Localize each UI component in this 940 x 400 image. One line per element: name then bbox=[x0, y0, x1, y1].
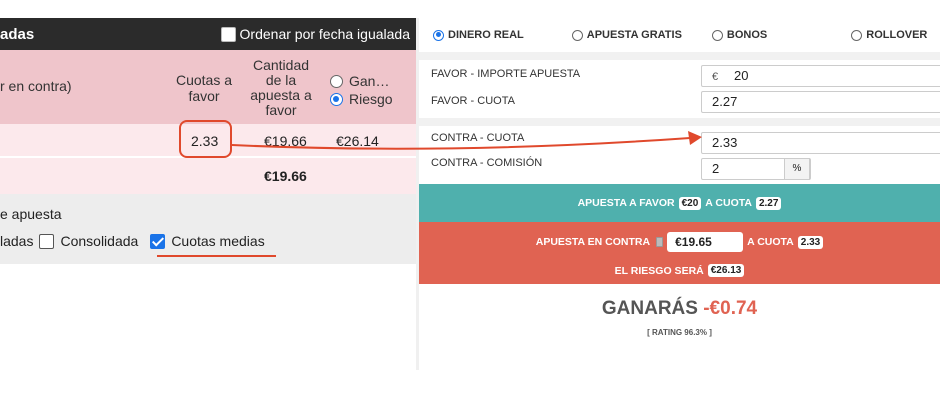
cuotas-medias-highlight bbox=[157, 255, 276, 257]
contra-comision-label: CONTRA - COMISIÓN bbox=[431, 157, 543, 169]
favor-importe-input[interactable]: €20 bbox=[701, 65, 940, 87]
consolidada-checkbox[interactable] bbox=[39, 233, 55, 249]
contra-summary-odds: 2.33 bbox=[797, 235, 824, 249]
favor-summary-amount: €20 bbox=[678, 196, 702, 210]
cuotas-medias-checkbox[interactable] bbox=[150, 233, 166, 249]
contra-cuota-value: 2.33 bbox=[712, 135, 738, 150]
contra-cuota-label: CONTRA - CUOTA bbox=[431, 132, 525, 144]
favor-cuota-label: FAVOR - CUOTA bbox=[431, 95, 515, 107]
mode-bonos-radio[interactable] bbox=[711, 29, 723, 41]
contra-summary-text: APUESTA EN CONTRA bbox=[535, 236, 651, 248]
sort-by-date-label: Ordenar por fecha igualada bbox=[239, 26, 410, 42]
sort-by-date-checkbox[interactable] bbox=[220, 26, 236, 42]
radio-riesgo[interactable] bbox=[330, 93, 343, 106]
result-label: GANARÁS bbox=[601, 298, 698, 319]
mode-apuesta-gratis-label: APUESTA GRATIS bbox=[586, 29, 682, 41]
favor-cuota-input[interactable]: 2.27 bbox=[701, 91, 940, 113]
percent-suffix: % bbox=[784, 158, 810, 180]
currency-prefix: € bbox=[712, 71, 719, 83]
contra-summary-bar: APUESTA EN CONTRA €19.65 A CUOTA 2.33 EL… bbox=[419, 222, 940, 284]
radio-riesgo-label: Riesgo bbox=[349, 91, 393, 107]
favor-summary-odds-text: A CUOTA bbox=[705, 197, 752, 209]
header-stake-line2: de la bbox=[265, 72, 297, 88]
total-stake: €19.66 bbox=[264, 168, 307, 184]
result-value: -€0.74 bbox=[703, 298, 758, 319]
cuotas-medias-label[interactable]: Cuotas medias bbox=[171, 233, 265, 249]
header-odds-line1: Cuotas a bbox=[175, 72, 233, 88]
risk-line: EL RIESGO SERÁ €26.13 bbox=[419, 264, 940, 277]
row-risk: €26.14 bbox=[336, 133, 379, 149]
footer-line1: e apuesta bbox=[0, 206, 62, 222]
footer-prefix: ladas bbox=[0, 233, 34, 249]
header-col-contra: r en contra) bbox=[0, 78, 72, 94]
radio-ganancia-label: Gan… bbox=[349, 73, 390, 89]
header-col-stake: Cantidad de la apuesta a favor bbox=[246, 58, 316, 118]
mode-dinero-real-label: DINERO REAL bbox=[448, 29, 524, 41]
mode-rollover-radio[interactable] bbox=[851, 29, 863, 41]
favor-summary-odds: 2.27 bbox=[755, 196, 782, 210]
rating-text: [ RATING 96.3% ] bbox=[647, 328, 712, 337]
mode-rollover[interactable]: ROLLOVER bbox=[851, 29, 927, 41]
risk-amount: €26.13 bbox=[707, 264, 745, 277]
mode-dinero-real[interactable]: DINERO REAL bbox=[433, 29, 524, 41]
favor-section: FAVOR - IMPORTE APUESTA €20 FAVOR - CUOT… bbox=[419, 60, 940, 118]
contra-section: CONTRA - CUOTA 2.33 CONTRA - COMISIÓN 2 … bbox=[419, 126, 940, 184]
mode-selector: DINERO REAL APUESTA GRATIS BONOS ROLLOVE… bbox=[419, 18, 940, 52]
header-col-odds: Cuotas a favor bbox=[164, 72, 244, 104]
odds-highlight-box bbox=[179, 120, 232, 158]
contra-summary-line: APUESTA EN CONTRA €19.65 A CUOTA 2.33 bbox=[419, 232, 940, 252]
table-total-row: €19.66 bbox=[0, 158, 416, 194]
favor-cuota-value: 2.27 bbox=[712, 94, 738, 109]
result-section: GANARÁS -€0.74 [ RATING 96.3% ] bbox=[419, 284, 940, 352]
mode-bonos[interactable]: BONOS bbox=[711, 29, 768, 41]
contra-comision-input[interactable]: 2 % bbox=[701, 158, 811, 180]
header-col-mode: Gan… Riesgo bbox=[330, 72, 393, 108]
left-header-bar: adas Ordenar por fecha igualada bbox=[0, 18, 416, 50]
header-stake-line1: Cantidad bbox=[252, 57, 310, 73]
footer-options: ladas Consolidada Cuotas medias bbox=[0, 233, 265, 249]
separator bbox=[419, 118, 940, 126]
copy-icon[interactable] bbox=[656, 237, 664, 247]
radio-riesgo-option[interactable]: Riesgo bbox=[330, 90, 393, 108]
table-header: r en contra) Cuotas a favor Cantidad de … bbox=[0, 50, 416, 124]
header-stake-line4: favor bbox=[265, 102, 297, 118]
mode-apuesta-gratis[interactable]: APUESTA GRATIS bbox=[571, 29, 682, 41]
result-line: GANARÁS -€0.74 bbox=[419, 298, 940, 320]
header-stake-line3: apuesta a bbox=[250, 87, 312, 103]
contra-comision-value: 2 bbox=[712, 161, 720, 176]
separator bbox=[419, 52, 940, 60]
favor-summary-bar: APUESTA A FAVOR €20 A CUOTA 2.27 bbox=[419, 184, 940, 222]
consolidada-label[interactable]: Consolidada bbox=[60, 233, 139, 249]
contra-summary-amount[interactable]: €19.65 bbox=[667, 232, 744, 252]
calculator-panel: DINERO REAL APUESTA GRATIS BONOS ROLLOVE… bbox=[416, 18, 940, 370]
contra-cuota-input[interactable]: 2.33 bbox=[701, 132, 940, 154]
left-panel: adas Ordenar por fecha igualada r en con… bbox=[0, 18, 416, 264]
radio-ganancia[interactable] bbox=[330, 75, 343, 88]
contra-summary-odds-text: A CUOTA bbox=[747, 236, 794, 248]
favor-importe-value: 20 bbox=[734, 68, 749, 83]
radio-ganancia-option[interactable]: Gan… bbox=[330, 72, 393, 90]
favor-summary-text: APUESTA A FAVOR bbox=[577, 197, 675, 209]
risk-text: EL RIESGO SERÁ bbox=[614, 264, 704, 277]
header-odds-line2: favor bbox=[188, 88, 220, 104]
mode-apuesta-gratis-radio[interactable] bbox=[571, 29, 583, 41]
row-stake: €19.66 bbox=[264, 133, 307, 149]
mode-dinero-real-radio[interactable] bbox=[433, 29, 444, 41]
row-odds: 2.33 bbox=[191, 133, 219, 149]
favor-importe-label: FAVOR - IMPORTE APUESTA bbox=[431, 68, 581, 80]
left-title: adas bbox=[0, 25, 35, 43]
left-footer: e apuesta ladas Consolidada Cuotas media… bbox=[0, 194, 416, 264]
mode-rollover-label: ROLLOVER bbox=[866, 29, 928, 41]
sort-by-date-option[interactable]: Ordenar por fecha igualada bbox=[220, 26, 410, 42]
mode-bonos-label: BONOS bbox=[726, 29, 768, 41]
